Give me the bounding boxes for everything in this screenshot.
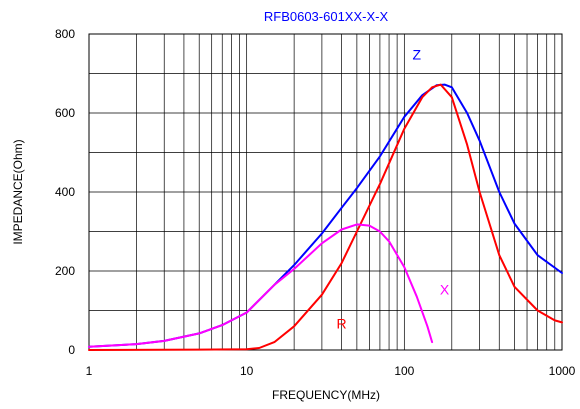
y-tick-label: 800: [55, 27, 75, 41]
tick-labels: 1 10 100 1000 0 200 400 600 800: [55, 27, 576, 378]
series-line-x: [88, 223, 434, 348]
x-axis-label: FREQUENCY(MHz): [272, 388, 380, 402]
y-tick-label: 600: [55, 106, 75, 120]
series-label-x: X: [440, 282, 450, 298]
series-line-z: [88, 83, 563, 348]
y-tick-label: 200: [55, 264, 75, 278]
series-line-r: [88, 83, 563, 351]
series-label-r: R: [337, 315, 347, 331]
chart-grid: [88, 33, 562, 351]
y-tick-label: 0: [68, 343, 75, 357]
x-tick-label: 1000: [549, 364, 576, 378]
x-tick-label: 10: [240, 364, 254, 378]
chart-title: RFB0603-601XX-X-X: [264, 9, 389, 24]
series-layer: Z R X: [88, 47, 563, 351]
series-label-z: Z: [413, 47, 422, 63]
y-axis-label: IMPEDANCE(Ohm): [11, 139, 25, 244]
x-tick-label: 100: [394, 364, 414, 378]
x-tick-label: 1: [86, 364, 93, 378]
y-tick-label: 400: [55, 185, 75, 199]
chart-axes: [88, 33, 563, 351]
plot-frame: [88, 33, 563, 351]
